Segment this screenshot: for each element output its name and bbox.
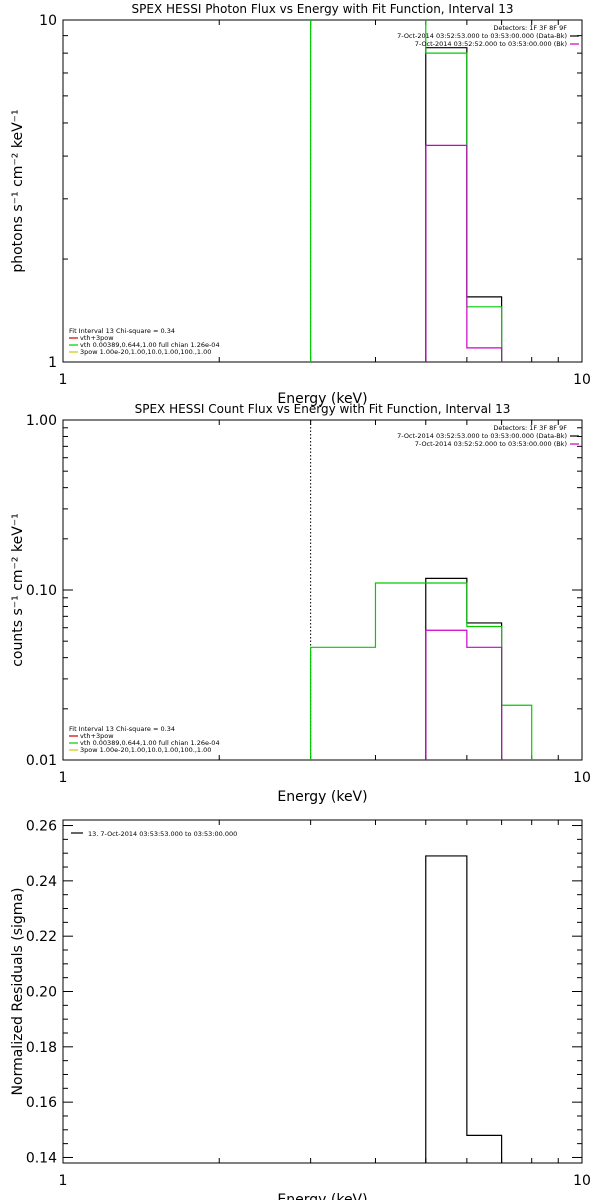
y-tick-label: 0.10	[26, 583, 57, 599]
y-tick-label: 0.18	[26, 1040, 57, 1056]
y-tick-label: 10	[39, 13, 57, 29]
x-axis-label: Energy (keV)	[277, 1192, 367, 1200]
y-tick-label: 0.20	[26, 985, 57, 1001]
series-2-step-line	[425, 144, 503, 362]
y-axis-label: Normalized Residuals (sigma)	[10, 888, 26, 1096]
plot-frame	[62, 19, 583, 363]
legend-top-entry: 7-Oct-2014 03:52:53.000 to 03:53:00.000 …	[397, 32, 567, 40]
chart-title: SPEX HESSI Photon Flux vs Energy with Fi…	[132, 2, 514, 16]
x-tick-label: 10	[573, 770, 591, 786]
legend-bottom-entry: 3pow 1.00e-20,1.00,10.0,1.00,100.,1.00	[80, 348, 211, 356]
series-0-step-line	[425, 855, 503, 1163]
legend-bottom-entry: vth 0.00389,0.644,1.00 full chian 1.26e-…	[80, 341, 220, 349]
x-axis-label: Energy (keV)	[277, 789, 367, 805]
plot-frame	[62, 819, 583, 1164]
legend-top-entry: 7-Oct-2014 03:52:53.000 to 03:53:00.000 …	[397, 432, 567, 440]
y-axis-label: photons s⁻¹ cm⁻² keV⁻¹	[10, 109, 26, 272]
y-tick-label: 0.22	[26, 929, 57, 945]
series-0-step-line	[425, 47, 503, 362]
x-tick-label: 1	[59, 372, 68, 388]
legend-bottom-entry: Fit Interval 13 Chi-square = 0.34	[69, 725, 175, 733]
y-tick-label: 0.01	[26, 753, 57, 769]
series-0-step-line	[425, 577, 503, 760]
x-tick-label: 10	[573, 1173, 591, 1189]
legend-bottom-entry: 3pow 1.00e-20,1.00,10.0,1.00,100.,1.00	[80, 746, 211, 754]
legend-bottom-entry: vth+3pow	[80, 732, 114, 740]
series-1-step-line	[310, 582, 533, 760]
y-tick-label: 0.16	[26, 1095, 57, 1111]
y-tick-label: 1.00	[26, 413, 57, 429]
y-tick-label: 0.26	[26, 819, 57, 835]
legend-top-entry: Detectors: 1F 3F 8F 9F	[493, 24, 567, 32]
legend-bottom-entry: vth 0.00389,0.644,1.00 full chian 1.26e-…	[80, 739, 220, 747]
chart-title: SPEX HESSI Count Flux vs Energy with Fit…	[135, 402, 511, 416]
y-axis-label: counts s⁻¹ cm⁻² keV⁻¹	[10, 513, 26, 667]
y-tick-label: 1	[48, 355, 57, 371]
x-tick-label: 1	[59, 1173, 68, 1189]
legend-top-entry: 7-Oct-2014 03:52:52.000 to 03:53:00.000 …	[415, 440, 567, 448]
series-1-step-line	[310, 20, 503, 362]
x-axis-label: Energy (keV)	[277, 391, 367, 407]
x-tick-label: 1	[59, 770, 68, 786]
legend-bottom-entry: vth+3pow	[80, 334, 114, 342]
plot-frame	[62, 419, 583, 761]
legend-top-entry: 7-Oct-2014 03:52:52.000 to 03:53:00.000 …	[415, 40, 567, 48]
y-tick-label: 0.24	[26, 874, 57, 890]
legend-bottom-entry: Fit Interval 13 Chi-square = 0.34	[69, 327, 175, 335]
legend-top-entry: Detectors: 1F 3F 8F 9F	[493, 424, 567, 432]
x-tick-label: 10	[573, 372, 591, 388]
series-2-step-line	[425, 629, 503, 760]
legend-top-entry: 13. 7-Oct-2014 03:53:53.000 to 03:53:00.…	[88, 830, 237, 838]
y-tick-label: 0.14	[26, 1150, 57, 1166]
